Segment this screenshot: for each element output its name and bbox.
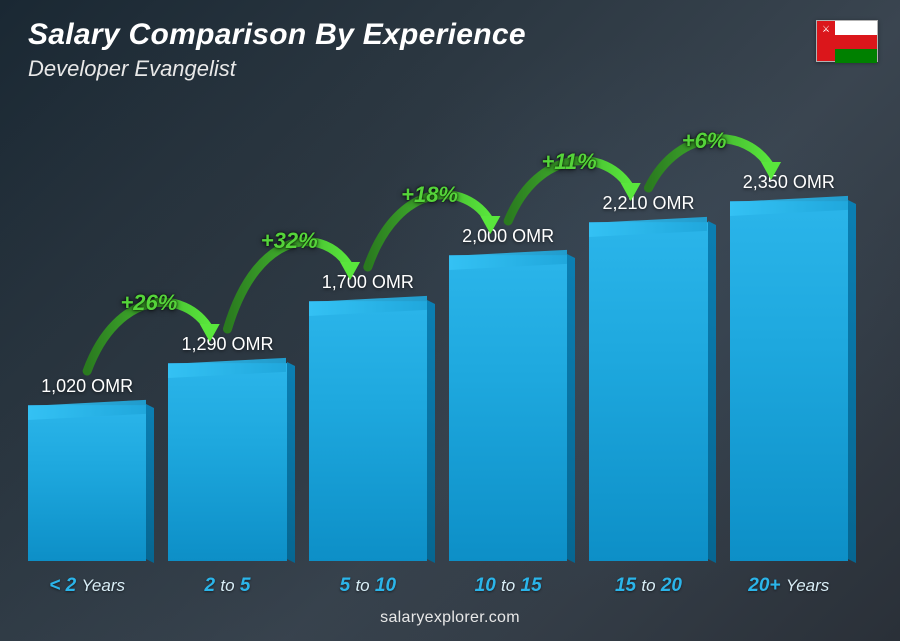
bar-x-label: 15 to 20 bbox=[615, 575, 682, 597]
page-subtitle: Developer Evangelist bbox=[28, 56, 526, 82]
bar-value-label: 1,020 OMR bbox=[41, 376, 133, 397]
bar-x-label: 2 to 5 bbox=[205, 575, 251, 597]
bar bbox=[449, 255, 567, 561]
growth-percent-label: +26% bbox=[120, 290, 177, 316]
bar-column: 2,210 OMR15 to 20 bbox=[589, 100, 707, 561]
bar-column: 1,700 OMR5 to 10 bbox=[309, 100, 427, 561]
bar-column: 1,290 OMR2 to 5 bbox=[168, 100, 286, 561]
bar-x-label: < 2 Years bbox=[49, 575, 125, 597]
bar bbox=[309, 301, 427, 561]
bar-column: 1,020 OMR< 2 Years bbox=[28, 100, 146, 561]
bar bbox=[168, 363, 286, 561]
growth-percent-label: +6% bbox=[682, 128, 727, 154]
bar-value-label: 2,350 OMR bbox=[743, 172, 835, 193]
page-title: Salary Comparison By Experience bbox=[28, 18, 526, 52]
bar-x-label: 5 to 10 bbox=[340, 575, 396, 597]
bar-x-label: 20+ Years bbox=[748, 575, 829, 597]
bar bbox=[589, 222, 707, 561]
bar-value-label: 2,000 OMR bbox=[462, 226, 554, 247]
header: Salary Comparison By Experience Develope… bbox=[28, 18, 526, 82]
bar-chart: 1,020 OMR< 2 Years1,290 OMR2 to 51,700 O… bbox=[28, 100, 848, 561]
bar-value-label: 1,700 OMR bbox=[322, 272, 414, 293]
growth-percent-label: +32% bbox=[261, 228, 318, 254]
growth-percent-label: +11% bbox=[541, 149, 596, 175]
growth-percent-label: +18% bbox=[401, 182, 458, 208]
country-flag-oman: ⚔ bbox=[816, 20, 878, 62]
bar-x-label: 10 to 15 bbox=[475, 575, 542, 597]
bar bbox=[28, 405, 146, 561]
bar-column: 2,350 OMR20+ Years bbox=[730, 100, 848, 561]
bar bbox=[730, 201, 848, 561]
footer-attribution: salaryexplorer.com bbox=[0, 609, 900, 627]
bar-value-label: 2,210 OMR bbox=[602, 193, 694, 214]
bar-value-label: 1,290 OMR bbox=[181, 334, 273, 355]
